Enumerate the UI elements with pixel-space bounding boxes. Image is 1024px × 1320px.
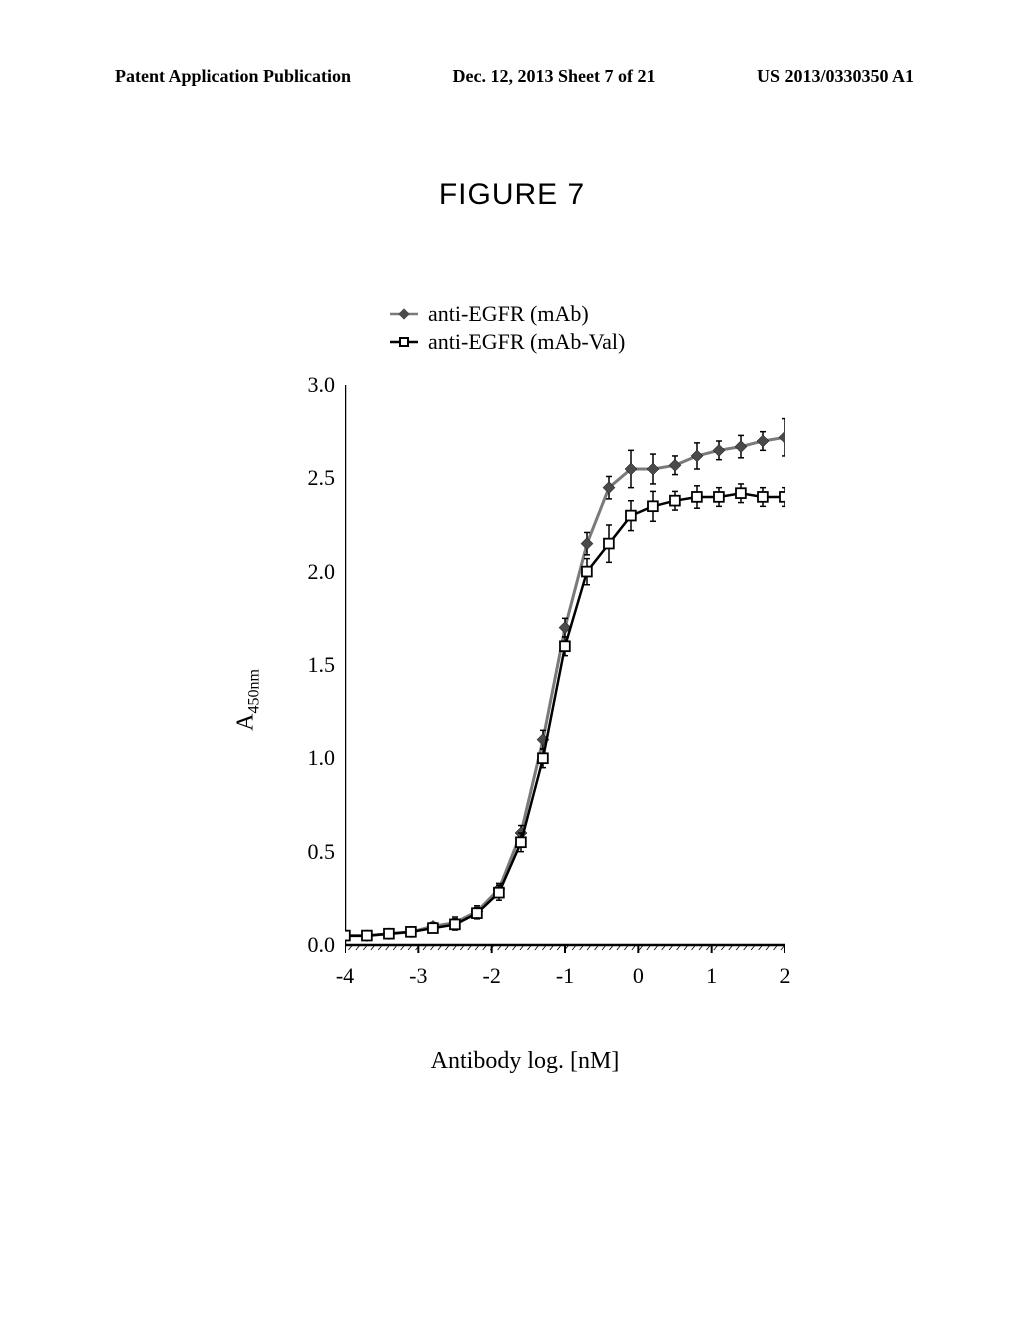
header-center: Dec. 12, 2013 Sheet 7 of 21 [453, 66, 656, 87]
legend-row-1: anti-EGFR (mAb) [390, 300, 625, 328]
header-left: Patent Application Publication [115, 66, 351, 87]
chart: A450nm Antibody log. [nM] 0.00.51.01.52.… [245, 385, 805, 1015]
header-right: US 2013/0330350 A1 [757, 66, 914, 87]
x-tick-label: -2 [482, 963, 500, 989]
plot-area [345, 385, 785, 960]
y-axis-label: A450nm [233, 669, 264, 731]
x-tick-label: -1 [556, 963, 574, 989]
x-axis-label: Antibody log. [nM] [431, 1048, 620, 1075]
figure-title: FIGURE 7 [439, 178, 585, 212]
x-tick-label: 1 [706, 963, 717, 989]
page-header: Patent Application Publication Dec. 12, … [0, 66, 1024, 87]
legend-label-2: anti-EGFR (mAb-Val) [428, 329, 625, 355]
y-tick-labels: 0.00.51.01.52.02.53.0 [285, 385, 335, 945]
legend: anti-EGFR (mAb) anti-EGFR (mAb-Val) [390, 300, 625, 356]
y-tick-label: 2.5 [308, 465, 336, 491]
y-tick-label: 1.5 [308, 652, 336, 678]
x-tick-label: -4 [336, 963, 354, 989]
y-tick-label: 2.0 [308, 559, 336, 585]
y-tick-label: 0.0 [308, 932, 336, 958]
x-tick-labels: -4-3-2-1012 [345, 957, 785, 987]
legend-marker-diamond-icon [390, 304, 418, 324]
legend-row-2: anti-EGFR (mAb-Val) [390, 328, 625, 356]
x-tick-label: 0 [633, 963, 644, 989]
legend-label-1: anti-EGFR (mAb) [428, 301, 589, 327]
x-tick-label: 2 [780, 963, 791, 989]
legend-marker-square-icon [390, 332, 418, 352]
y-tick-label: 0.5 [308, 839, 336, 865]
y-tick-label: 1.0 [308, 745, 336, 771]
x-tick-label: -3 [409, 963, 427, 989]
y-tick-label: 3.0 [308, 372, 336, 398]
